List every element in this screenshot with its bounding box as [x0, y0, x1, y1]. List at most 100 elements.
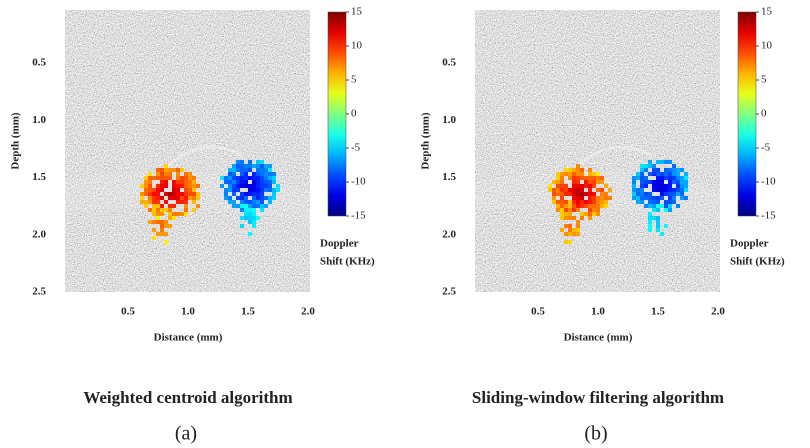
- flow-pixel: [172, 168, 176, 172]
- flow-pixel: [156, 192, 160, 196]
- flow-pixel: [672, 172, 676, 176]
- flow-pixel: [568, 200, 572, 204]
- flow-pixel: [260, 184, 264, 188]
- flow-pixel: [232, 200, 236, 204]
- flow-pixel: [568, 240, 572, 244]
- flow-pixel: [176, 212, 180, 216]
- flow-pixel: [664, 208, 668, 212]
- panel-label: (a): [175, 423, 197, 445]
- flow-pixel: [596, 212, 600, 216]
- flow-pixel: [228, 188, 232, 192]
- flow-pixel: [272, 196, 276, 200]
- flow-pixel: [248, 192, 252, 196]
- flow-pixel: [248, 168, 252, 172]
- flow-pixel: [156, 184, 160, 188]
- flow-pixel: [660, 188, 664, 192]
- x-tick-label: 1.0: [591, 306, 605, 318]
- flow-pixel: [192, 200, 196, 204]
- flow-pixel: [264, 168, 268, 172]
- flow-pixel: [248, 232, 252, 236]
- flow-pixel: [632, 188, 636, 192]
- flow-pixel: [252, 172, 256, 176]
- flow-pixel: [168, 224, 172, 228]
- flow-pixel: [152, 208, 156, 212]
- flow-pixel: [196, 196, 200, 200]
- flow-pixel: [264, 184, 268, 188]
- y-tick-label: 1.5: [32, 171, 46, 183]
- flow-pixel: [240, 184, 244, 188]
- flow-pixel: [648, 192, 652, 196]
- flow-pixel: [572, 192, 576, 196]
- flow-pixel: [596, 172, 600, 176]
- flow-pixel: [668, 204, 672, 208]
- x-tick-label: 2.0: [711, 306, 725, 318]
- flow-pixel: [600, 204, 604, 208]
- flow-pixel: [236, 168, 240, 172]
- flow-pixel: [176, 200, 180, 204]
- flow-pixel: [172, 196, 176, 200]
- flow-pixel: [156, 168, 160, 172]
- image-panel: [475, 10, 720, 292]
- flow-pixel: [576, 200, 580, 204]
- flow-pixel: [260, 208, 264, 212]
- flow-pixel: [560, 216, 564, 220]
- flow-pixel: [172, 184, 176, 188]
- flow-pixel: [572, 228, 576, 232]
- flow-pixel: [668, 176, 672, 180]
- flow-pixel: [684, 188, 688, 192]
- flow-pixel: [248, 184, 252, 188]
- flow-pixel: [564, 172, 568, 176]
- flow-pixel: [600, 188, 604, 192]
- flow-pixel: [152, 188, 156, 192]
- flow-pixel: [660, 180, 664, 184]
- y-tick-label: 0.5: [32, 57, 46, 69]
- flow-pixel: [144, 188, 148, 192]
- flow-pixel: [572, 232, 576, 236]
- flow-pixel: [664, 204, 668, 208]
- flow-pixel: [580, 176, 584, 180]
- flow-pixel: [252, 200, 256, 204]
- y-axis-label: Depth (mm): [420, 112, 432, 169]
- colorbar-tick-label: -15: [761, 210, 776, 222]
- flow-pixel: [224, 188, 228, 192]
- flow-pixel: [172, 192, 176, 196]
- flow-pixel: [640, 168, 644, 172]
- flow-pixel: [144, 200, 148, 204]
- x-axis-label: Distance (mm): [564, 332, 633, 344]
- flow-pixel: [236, 184, 240, 188]
- flow-pixel: [184, 180, 188, 184]
- colorbar-tick-label: -10: [351, 176, 366, 188]
- flow-pixel: [184, 204, 188, 208]
- flow-pixel: [580, 200, 584, 204]
- flow-pixel: [228, 176, 232, 180]
- caption: Weighted centroid algorithm: [83, 388, 292, 407]
- flow-pixel: [600, 176, 604, 180]
- flow-pixel: [588, 180, 592, 184]
- flow-pixel: [260, 188, 264, 192]
- flow-pixel: [568, 188, 572, 192]
- flow-pixel: [656, 160, 660, 164]
- flow-pixel: [596, 180, 600, 184]
- flow-pixel: [152, 196, 156, 200]
- flow-pixel: [152, 200, 156, 204]
- flow-pixel: [148, 200, 152, 204]
- flow-pixel: [188, 184, 192, 188]
- flow-pixel: [196, 204, 200, 208]
- flow-pixel: [268, 176, 272, 180]
- flow-pixel: [648, 228, 652, 232]
- flow-pixel: [252, 180, 256, 184]
- flow-pixel: [240, 172, 244, 176]
- flow-pixel: [672, 164, 676, 168]
- flow-pixel: [576, 164, 580, 168]
- flow-pixel: [192, 208, 196, 212]
- flow-pixel: [668, 196, 672, 200]
- flow-pixel: [152, 228, 156, 232]
- flow-pixel: [192, 192, 196, 196]
- flow-pixel: [656, 224, 660, 228]
- flow-pixel: [652, 184, 656, 188]
- flow-pixel: [144, 204, 148, 208]
- flow-pixel: [188, 188, 192, 192]
- flow-pixel: [656, 220, 660, 224]
- flow-pixel: [568, 224, 572, 228]
